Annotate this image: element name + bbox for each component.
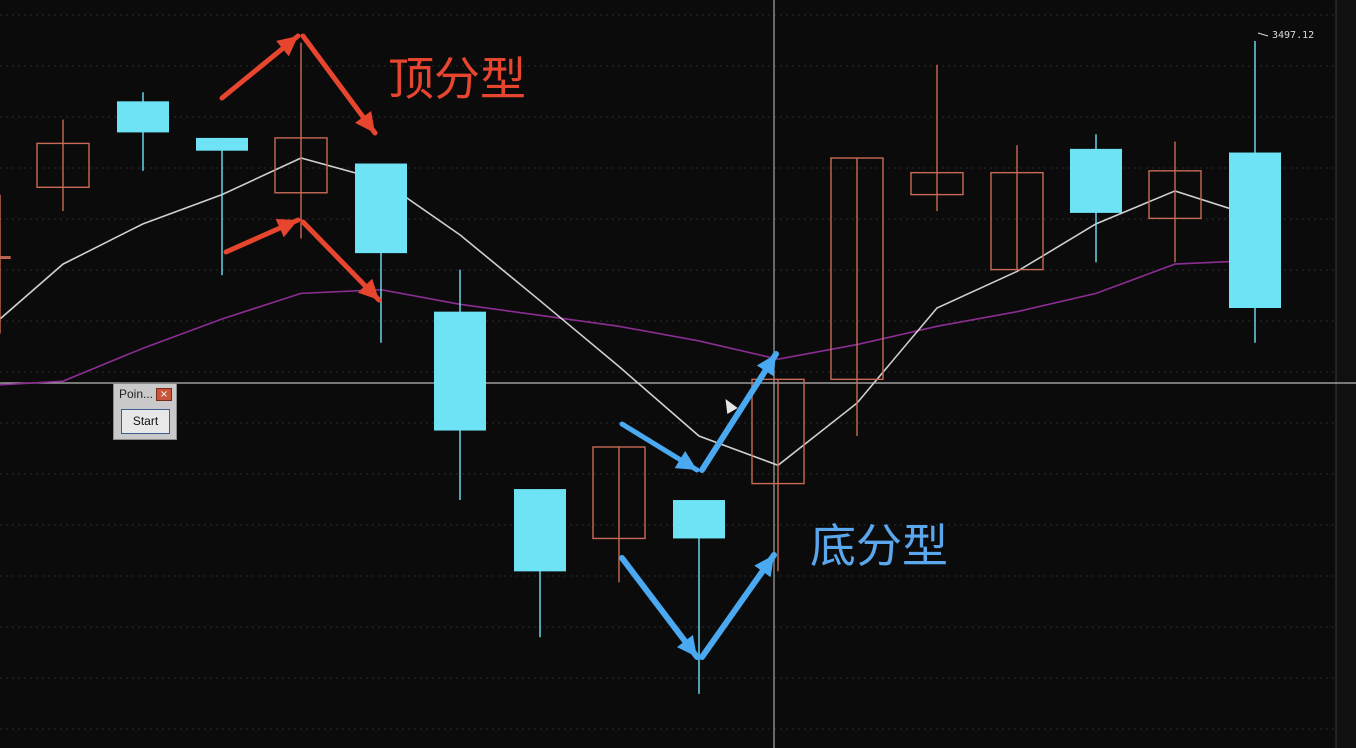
ma-short-line xyxy=(0,157,1256,467)
candle-body-down xyxy=(36,142,90,188)
candle-body-down xyxy=(990,171,1044,271)
candle-body-up xyxy=(434,311,486,431)
point-window[interactable]: Poin... × Start xyxy=(113,383,177,440)
top-arrow xyxy=(300,33,378,136)
top-arrow-head xyxy=(355,110,375,133)
candle-body-down xyxy=(910,171,964,196)
window-title: Poin... xyxy=(119,387,154,401)
bottom-arrow-head xyxy=(754,555,774,578)
price-axis xyxy=(1336,0,1356,748)
candle-body-up xyxy=(355,163,407,254)
candle-body-up xyxy=(514,489,566,572)
ma-long-line xyxy=(0,259,1256,386)
close-icon[interactable]: × xyxy=(156,388,172,401)
bottom-arrow xyxy=(699,552,777,660)
bottom-arrow-head xyxy=(676,635,697,657)
candle-body-down xyxy=(0,256,11,259)
candle-body-up xyxy=(196,137,248,151)
bottom-arrow-head xyxy=(674,451,697,470)
top-arrow-head xyxy=(275,218,298,238)
bottom-arrow xyxy=(619,555,700,660)
start-button[interactable]: Start xyxy=(121,409,170,434)
candle-body-up xyxy=(673,500,725,539)
candle-body-down xyxy=(274,137,328,194)
top-arrow-head xyxy=(357,278,379,300)
top-arrow-head xyxy=(276,36,298,57)
price-label-pointer xyxy=(1257,32,1269,37)
top-fractal-label: 顶分型 xyxy=(388,52,526,106)
high-price-label: 3497.12 xyxy=(1272,30,1314,41)
candle-body-down xyxy=(830,157,884,381)
bottom-arrow-head xyxy=(756,354,776,377)
candle-body-down xyxy=(592,446,646,540)
candle-body-down xyxy=(1148,170,1202,220)
candle-body-up xyxy=(1070,148,1122,213)
bottom-fractal-label: 底分型 xyxy=(810,519,948,573)
candle-body-down xyxy=(751,378,805,485)
bottom-arrow xyxy=(699,351,779,473)
candle-body-up xyxy=(117,101,169,133)
candle-body-up xyxy=(1229,152,1281,308)
